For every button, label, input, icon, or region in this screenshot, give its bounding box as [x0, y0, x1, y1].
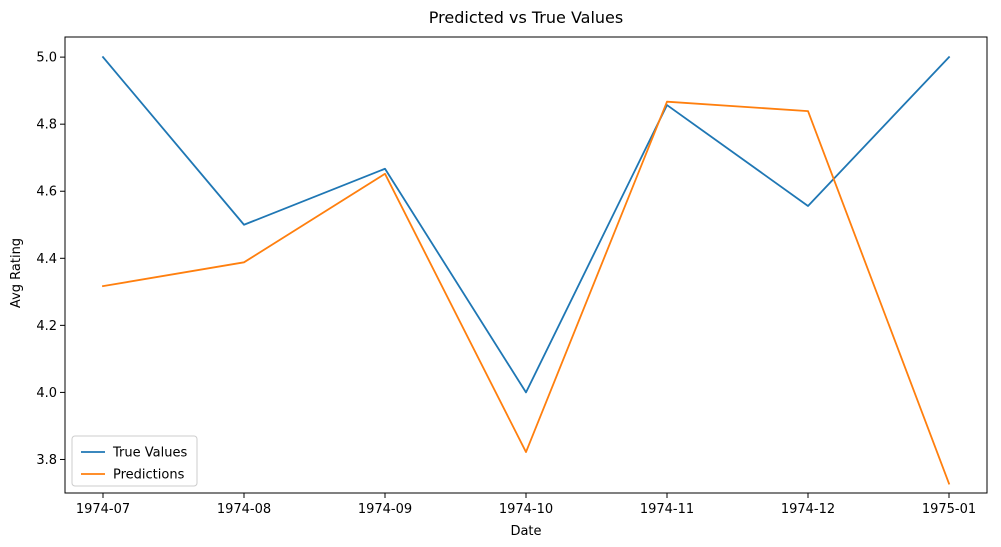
y-tick-label: 4.6	[36, 185, 57, 200]
plot-area: 1974-07 1974-08 1974-09 1974-10 1974-11 1974-…	[36, 36, 988, 517]
x-tick-label: 1975-01	[922, 502, 976, 517]
x-axis-title: Date	[510, 524, 541, 539]
x-tick-label: 1974-08	[217, 502, 271, 517]
y-tick-label: 4.8	[36, 118, 57, 133]
legend-label-predictions: Predictions	[113, 468, 185, 483]
series-line-true-values	[101, 55, 951, 394]
legend: True Values Predictions	[71, 435, 198, 487]
y-tick-label: 4.0	[36, 386, 57, 401]
x-tick-label: 1974-12	[781, 502, 835, 517]
y-tick-label: 3.8	[36, 453, 57, 468]
x-tick-label: 1974-11	[640, 502, 694, 517]
x-tick-label: 1974-09	[358, 502, 412, 517]
y-axis-title: Avg Rating	[9, 238, 24, 308]
y-tick-label: 4.4	[36, 252, 57, 267]
legend-label-true-values: True Values	[112, 446, 187, 461]
plot-frame	[64, 36, 988, 494]
y-tick-label: 4.2	[36, 319, 57, 334]
x-tick-label: 1974-10	[499, 502, 553, 517]
chart-title: Predicted vs True Values	[429, 8, 623, 27]
x-tick-label: 1974-07	[76, 502, 130, 517]
series-line-predictions	[101, 100, 951, 485]
y-tick-label: 5.0	[36, 51, 57, 66]
